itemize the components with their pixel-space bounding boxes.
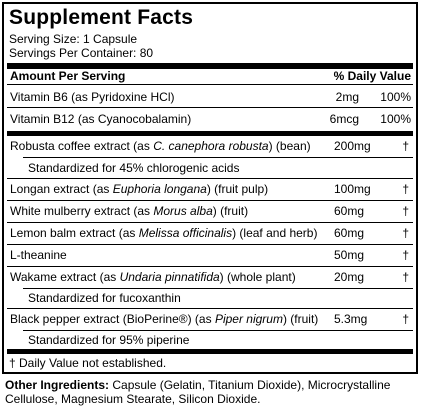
ingredient-amount: 100mg bbox=[334, 182, 371, 196]
vitamin-name: Vitamin B6 (as Pyridoxine HCl) bbox=[10, 90, 175, 104]
dagger: † bbox=[402, 139, 409, 153]
divider bbox=[7, 200, 413, 201]
other-ingredients: Other Ingredients: Capsule (Gelatin, Tit… bbox=[5, 378, 420, 406]
footnote: † Daily Value not established. bbox=[9, 356, 167, 370]
header-row: Amount Per Serving % Daily Value bbox=[7, 69, 413, 85]
thick-divider bbox=[7, 349, 413, 354]
ingredient-name: Robusta coffee extract (as C. canephora … bbox=[10, 139, 311, 153]
standardization-note: Standardized for fucoxanthin bbox=[28, 291, 181, 305]
ingredient-row: Lemon balm extract (as Melissa officinal… bbox=[7, 226, 413, 242]
serving-size: Serving Size: 1 Capsule bbox=[9, 32, 138, 46]
dv-header: % Daily Value bbox=[333, 69, 411, 83]
vitamin-amount: 2mg bbox=[335, 90, 359, 104]
vitamin-amount: 6mcg bbox=[329, 112, 359, 126]
amount-header: Amount Per Serving bbox=[10, 69, 126, 83]
vitamin-row: Vitamin B6 (as Pyridoxine HCl) 2mg 100% bbox=[7, 90, 413, 106]
ingredient-name: Longan extract (as Euphoria longana) (fr… bbox=[10, 182, 269, 196]
divider bbox=[7, 178, 413, 179]
other-ingredients-label: Other Ingredients: bbox=[5, 378, 110, 392]
vitamin-dv: 100% bbox=[380, 112, 411, 126]
other-ingredients-text: Capsule (Gelatin, Titanium Dioxide), Mic… bbox=[5, 378, 391, 406]
standardization-note: Standardized for 95% piperine bbox=[28, 333, 190, 347]
divider bbox=[7, 222, 413, 223]
divider bbox=[23, 157, 413, 158]
divider bbox=[7, 266, 413, 267]
dagger: † bbox=[402, 182, 409, 196]
ingredient-row: White mulberry extract (as Morus alba) (… bbox=[7, 204, 413, 220]
ingredient-name: White mulberry extract (as Morus alba) (… bbox=[10, 204, 249, 218]
dagger: † bbox=[402, 248, 409, 262]
ingredient-amount: 20mg bbox=[334, 270, 365, 284]
ingredient-name: L-theanine bbox=[10, 248, 67, 262]
ingredient-name: Wakame extract (as Undaria pinnatifida) … bbox=[10, 270, 296, 284]
dagger: † bbox=[402, 312, 409, 326]
dagger: † bbox=[402, 270, 409, 284]
divider bbox=[7, 244, 413, 245]
ingredient-amount: 50mg bbox=[334, 248, 365, 262]
thick-divider bbox=[7, 63, 413, 69]
thick-divider bbox=[7, 131, 413, 136]
supplement-facts-panel: Supplement Facts Serving Size: 1 Capsule… bbox=[2, 2, 418, 374]
ingredient-name: Lemon balm extract (as Melissa officinal… bbox=[10, 226, 318, 240]
ingredient-row: Black pepper extract (BioPerine®) (as Pi… bbox=[7, 312, 413, 328]
ingredient-row: Wakame extract (as Undaria pinnatifida) … bbox=[7, 270, 413, 286]
vitamin-row: Vitamin B12 (as Cyanocobalamin) 6mcg 100… bbox=[7, 112, 413, 128]
ingredient-row: L-theanine 50mg † bbox=[7, 248, 413, 264]
divider bbox=[23, 288, 413, 289]
ingredient-name: Black pepper extract (BioPerine®) (as Pi… bbox=[10, 312, 319, 326]
ingredient-row: Robusta coffee extract (as C. canephora … bbox=[7, 139, 413, 155]
ingredient-amount: 200mg bbox=[334, 139, 371, 153]
vitamin-name: Vitamin B12 (as Cyanocobalamin) bbox=[10, 112, 192, 126]
divider bbox=[7, 84, 413, 85]
ingredient-amount: 5.3mg bbox=[334, 312, 368, 326]
divider bbox=[7, 308, 413, 309]
servings-per-container: Servings Per Container: 80 bbox=[9, 46, 154, 60]
ingredient-amount: 60mg bbox=[334, 226, 365, 240]
panel-title: Supplement Facts bbox=[9, 6, 194, 29]
divider bbox=[23, 330, 413, 331]
ingredient-amount: 60mg bbox=[334, 204, 365, 218]
divider bbox=[7, 107, 413, 108]
standardization-note: Standardized for 45% chlorogenic acids bbox=[28, 161, 240, 175]
ingredient-row: Longan extract (as Euphoria longana) (fr… bbox=[7, 182, 413, 198]
dagger: † bbox=[402, 226, 409, 240]
vitamin-dv: 100% bbox=[380, 90, 411, 104]
dagger: † bbox=[402, 204, 409, 218]
